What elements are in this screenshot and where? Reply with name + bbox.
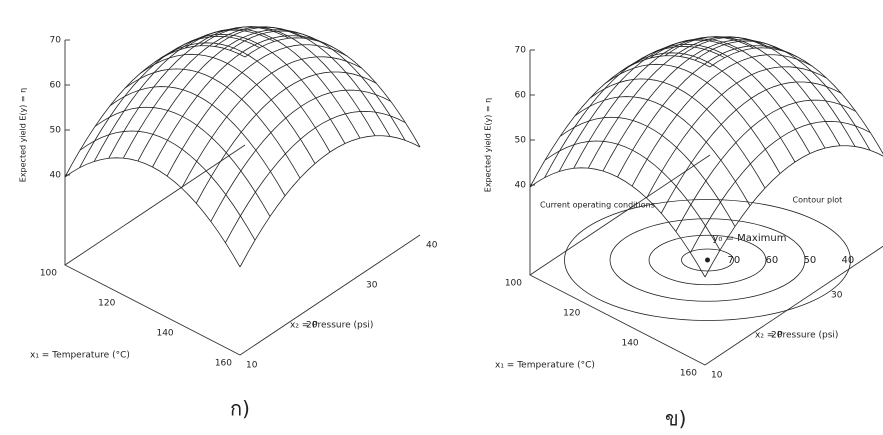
z-tick-label: 40 — [515, 181, 527, 191]
z-tick-label: 50 — [50, 126, 62, 136]
surface-line — [530, 56, 710, 187]
surface-line — [560, 117, 735, 226]
x1-tick-label: 160 — [680, 369, 697, 379]
contour-plot-label: Contour plot — [793, 196, 843, 205]
x2-tick-label: 40 — [426, 241, 438, 251]
surface-line — [185, 29, 360, 138]
z-tick-label: 50 — [515, 136, 527, 146]
panel: 40 50 60 70 Expected yield E(y) = η 100 120 140… — [484, 37, 883, 431]
surface-line — [211, 90, 391, 221]
surface-line — [545, 46, 725, 177]
figure: 40 50 60 70 Expected yield E(y) = η 100 120 140… — [0, 0, 883, 435]
surface-line — [695, 41, 870, 150]
x2-tick-label: 30 — [366, 281, 378, 291]
z-tick-label: 70 — [515, 46, 527, 56]
surface-line — [230, 31, 405, 140]
x1-tick-label: 100 — [40, 269, 57, 279]
surface-line — [650, 39, 825, 148]
surface-line — [575, 97, 750, 206]
z-axis-label: Expected yield E(y) = η — [19, 88, 28, 182]
contour-label: 70 — [728, 255, 741, 266]
surface-line — [65, 46, 245, 177]
caption: ก) — [230, 397, 250, 421]
contour-label: 60 — [766, 255, 779, 266]
x1-tick-label: 120 — [563, 309, 580, 319]
surface-line — [80, 36, 260, 167]
surface-line — [676, 100, 856, 231]
surface-line — [590, 79, 765, 188]
z-axis-label: Expected yield E(y) = η — [484, 98, 493, 192]
z-tick-label: 60 — [515, 91, 527, 101]
current-label: Current operating conditions — [540, 201, 655, 210]
surface-line — [167, 45, 347, 176]
x2-axis-label: x₂ = Pressure (psi) — [290, 321, 373, 331]
surface-line — [530, 168, 705, 277]
caption: ข) — [665, 407, 686, 431]
surface-line — [125, 69, 300, 178]
surface-line — [225, 111, 405, 242]
x1-tick-label: 100 — [505, 279, 522, 289]
contour-label: 40 — [842, 255, 855, 266]
surface-line — [632, 55, 812, 186]
x1-tick-label: 140 — [621, 339, 638, 349]
x2-tick-label: 10 — [711, 371, 723, 381]
x1-tick-label: 160 — [215, 359, 232, 369]
surface-line — [65, 158, 240, 267]
surface-line — [80, 131, 255, 240]
page: {"panels": [ {"caption": "ก)", "z_axis":… — [0, 0, 883, 435]
surface-line — [94, 30, 274, 161]
x1-tick-label: 140 — [156, 329, 173, 339]
x1-tick-label: 120 — [98, 299, 115, 309]
surface-line — [140, 54, 315, 163]
x1-axis-label: x₁ = Temperature (°C) — [495, 361, 595, 371]
surface-line — [605, 64, 780, 173]
x2-tick-label: 30 — [831, 291, 843, 301]
panel: 40 50 60 70 Expected yield E(y) = η 100 120 140… — [19, 27, 438, 421]
z-tick-label: 70 — [50, 36, 62, 46]
maximum-point — [705, 258, 710, 263]
surface-line — [110, 87, 285, 196]
contour-label: 50 — [804, 255, 817, 266]
surface-line — [95, 107, 270, 216]
x1-axis-label: x₁ = Temperature (°C) — [30, 351, 130, 361]
z-tick-label: 60 — [50, 81, 62, 91]
surface-line — [559, 40, 739, 171]
z-tick-label: 40 — [50, 171, 62, 181]
x2-axis-label: x₂ = Pressure (psi) — [755, 331, 838, 341]
surface-line — [240, 136, 420, 267]
x2-tick-label: 10 — [246, 361, 258, 371]
maximum-label: y₀ = Maximum — [713, 233, 787, 244]
